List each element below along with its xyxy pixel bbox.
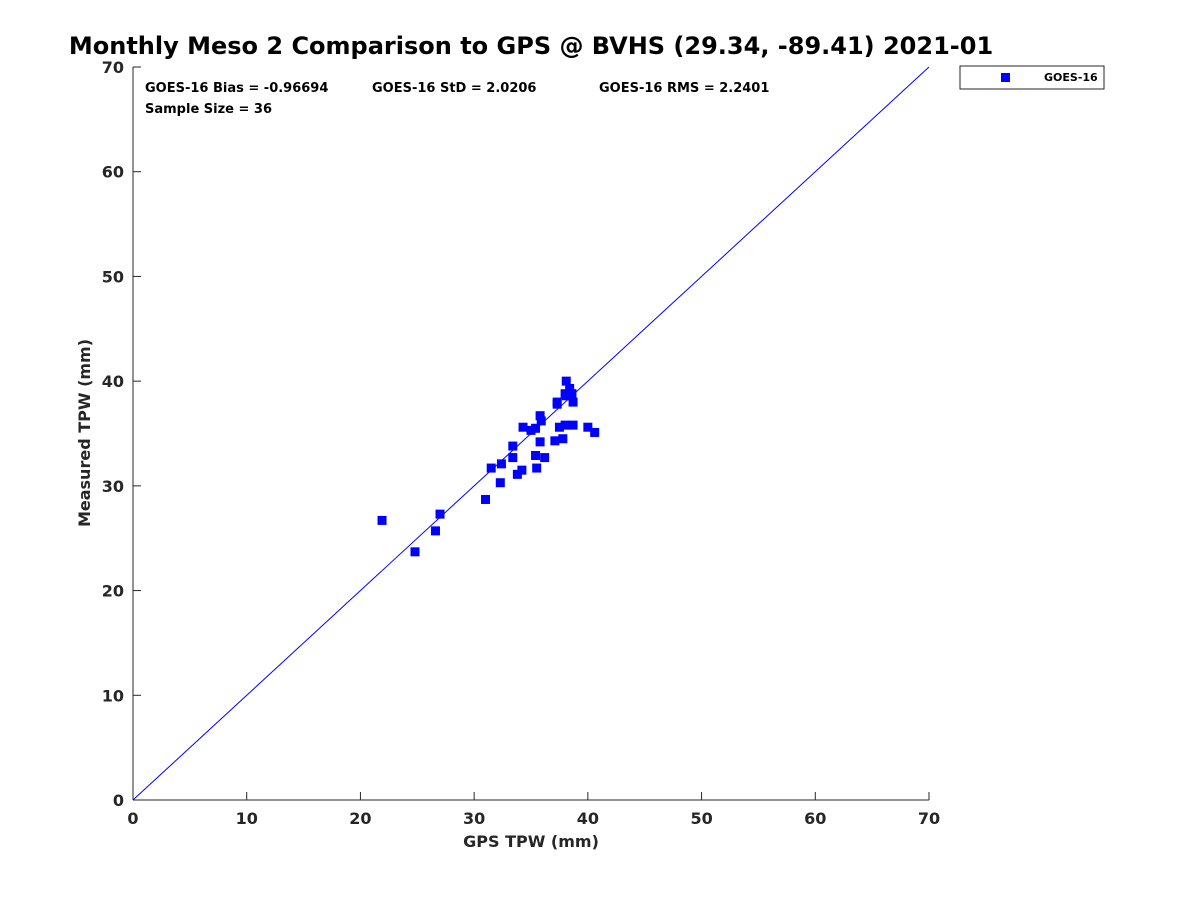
legend: GOES-16: [959, 65, 1105, 90]
data-point: [558, 434, 568, 444]
data-point: [536, 416, 546, 426]
x-axis-label: GPS TPW (mm): [463, 832, 599, 851]
sample-size-annotation: Sample Size = 36: [145, 102, 272, 117]
data-point: [590, 427, 600, 437]
y-tick-label: 0: [113, 791, 124, 810]
x-tick-label: 50: [690, 809, 712, 828]
data-point: [535, 437, 545, 447]
x-tick-label: 0: [127, 809, 138, 828]
data-point: [568, 420, 578, 430]
data-point: [508, 453, 518, 463]
data-point: [496, 459, 506, 469]
data-point: [568, 397, 578, 407]
data-point: [583, 422, 593, 432]
data-point: [554, 422, 564, 432]
y-tick-label: 40: [102, 372, 124, 391]
data-point: [435, 509, 445, 519]
data-point: [508, 441, 518, 451]
data-point: [531, 450, 541, 460]
x-tick-label: 40: [577, 809, 599, 828]
data-point: [540, 453, 550, 463]
x-tick-label: 10: [236, 809, 258, 828]
data-point: [430, 526, 440, 536]
data-point: [561, 391, 571, 401]
data-point: [531, 423, 541, 433]
data-point: [567, 389, 577, 399]
data-point: [560, 420, 570, 430]
chart-title: Monthly Meso 2 Comparison to GPS @ BVHS …: [69, 32, 993, 60]
data-point: [552, 397, 562, 407]
legend-box: [959, 65, 1105, 90]
std-annotation: GOES-16 StD = 2.0206: [372, 81, 536, 96]
data-point: [550, 436, 560, 446]
legend-label-goes-16: GOES-16: [1044, 71, 1098, 84]
data-point: [481, 494, 491, 504]
data-point: [512, 469, 522, 479]
y-tick-label: 20: [102, 582, 124, 601]
data-point: [410, 547, 420, 557]
data-point: [495, 478, 505, 488]
y-tick-label: 10: [102, 686, 124, 705]
y-tick-label: 30: [102, 477, 124, 496]
data-point: [532, 463, 542, 473]
data-point: [526, 425, 536, 435]
y-tick-label: 70: [102, 58, 124, 77]
data-point: [517, 465, 527, 475]
legend-marker-goes-16: [1001, 73, 1010, 82]
rms-annotation: GOES-16 RMS = 2.2401: [599, 81, 769, 96]
data-point: [486, 463, 496, 473]
x-tick-label: 70: [918, 809, 940, 828]
data-point: [561, 376, 571, 386]
x-tick-label: 30: [463, 809, 485, 828]
plot-area: 0 10 20 30 40 50 60 70 0 10 20 30 40 50 60 70: [102, 58, 940, 828]
data-point: [518, 422, 528, 432]
y-tick-label: 50: [102, 267, 124, 286]
x-tick-label: 60: [804, 809, 826, 828]
x-tick-label: 20: [349, 809, 371, 828]
bias-annotation: GOES-16 Bias = -0.96694: [145, 81, 328, 96]
data-point: [565, 383, 575, 393]
data-point: [377, 515, 387, 525]
y-axis-label: Measured TPW (mm): [75, 339, 94, 527]
data-point: [535, 411, 545, 421]
y-tick-label: 60: [102, 163, 124, 182]
